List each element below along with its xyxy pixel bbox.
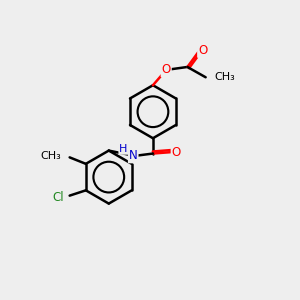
Text: CH₃: CH₃: [40, 151, 61, 161]
Text: N: N: [129, 149, 138, 162]
Text: O: O: [162, 63, 171, 76]
Text: H: H: [119, 144, 128, 154]
Text: Cl: Cl: [53, 191, 64, 205]
Text: O: O: [172, 146, 181, 159]
Text: CH₃: CH₃: [214, 72, 235, 82]
Text: O: O: [198, 44, 207, 57]
